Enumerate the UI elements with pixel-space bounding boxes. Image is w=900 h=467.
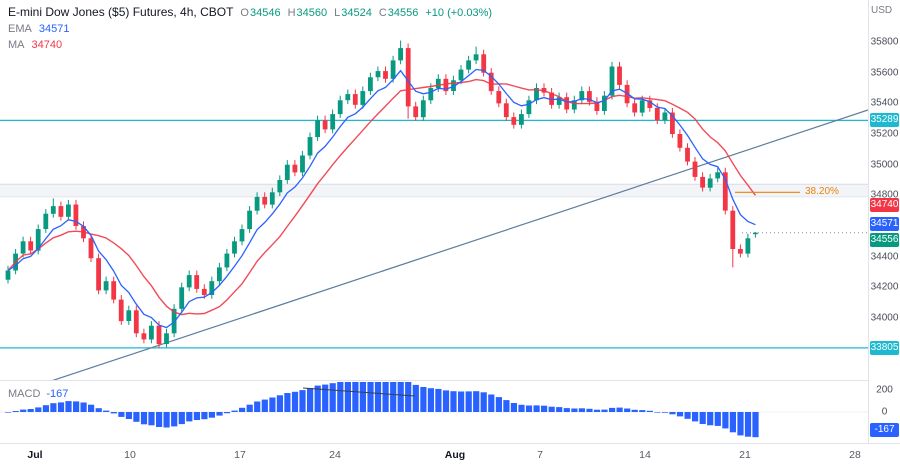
time-axis-label: 7 (537, 449, 543, 461)
currency-label: USD (871, 5, 893, 16)
change-value: +10 (+0.03%) (425, 7, 493, 19)
time-axis-label: 24 (329, 449, 341, 461)
ohlc-close: C34556 (378, 7, 419, 19)
macd-axis-label: 200 (876, 384, 893, 396)
ema-line (7, 68, 756, 329)
macd-histogram (5, 382, 759, 438)
price-badge: 33805 (870, 340, 899, 355)
ohlc-open: O34546 (240, 7, 281, 19)
price-axis-label: 35200 (870, 128, 899, 140)
macd-legend[interactable]: MACD -167 (8, 384, 68, 402)
price-axis-label: 35800 (870, 36, 899, 48)
main-pane (0, 40, 868, 380)
price-badge: 34571 (870, 217, 899, 232)
ema-value: 34571 (38, 23, 70, 35)
ma-line (7, 78, 756, 316)
indicator-ema[interactable]: EMA 34571 (8, 22, 492, 37)
macd-trendline (302, 387, 416, 397)
ohlc-high: H34560 (287, 7, 328, 19)
ma-label: MA (8, 39, 25, 51)
time-axis-label: 28 (849, 449, 861, 461)
price-axis-label: 35000 (870, 159, 899, 171)
fib-retracement-label[interactable]: 38.20% (805, 186, 839, 197)
time-axis-label: 21 (739, 449, 751, 461)
time-axis-label: Jul (27, 449, 43, 461)
price-axis-label: 34200 (870, 281, 899, 293)
ma-value: 34740 (31, 39, 63, 51)
time-axis-label: 14 (639, 449, 651, 461)
time-axis-label: 17 (234, 449, 246, 461)
time-axis-label: Aug (444, 449, 466, 461)
symbol-title-row[interactable]: E-mini Dow Jones ($5) Futures, 4h, CBOT … (8, 4, 492, 21)
symbol-legend: E-mini Dow Jones ($5) Futures, 4h, CBOT … (8, 4, 492, 54)
price-badge: -167 (870, 423, 899, 438)
ema-label: EMA (8, 23, 32, 35)
price-axis[interactable]: 35800 35600 35400 35200 35000 34800 34400 34200… (868, 0, 900, 443)
price-axis-label: 34000 (870, 312, 899, 324)
price-axis-label: 35400 (870, 97, 899, 109)
macd-axis-label: 0 (881, 406, 888, 418)
ohlc-low: L34524 (334, 7, 372, 19)
time-axis[interactable]: Jul 10 17 24 Aug 7 14 21 28 (0, 443, 900, 467)
price-axis-label: 34800 (870, 189, 899, 201)
macd-value: -167 (46, 388, 69, 400)
price-axis-label: 34400 (870, 251, 899, 263)
price-badge: 34740 (870, 197, 899, 212)
price-badge: 34556 (870, 232, 899, 247)
price-axis-label: 35600 (870, 67, 899, 79)
indicator-ma[interactable]: MA 34740 (8, 38, 492, 53)
time-axis-label: 10 (124, 449, 136, 461)
candlestick-series (5, 40, 758, 348)
price-badge: 35289 (870, 113, 899, 128)
price-band (0, 184, 868, 197)
symbol-title[interactable]: E-mini Dow Jones ($5) Futures, 4h, CBOT (8, 5, 234, 19)
macd-label: MACD (8, 388, 41, 400)
